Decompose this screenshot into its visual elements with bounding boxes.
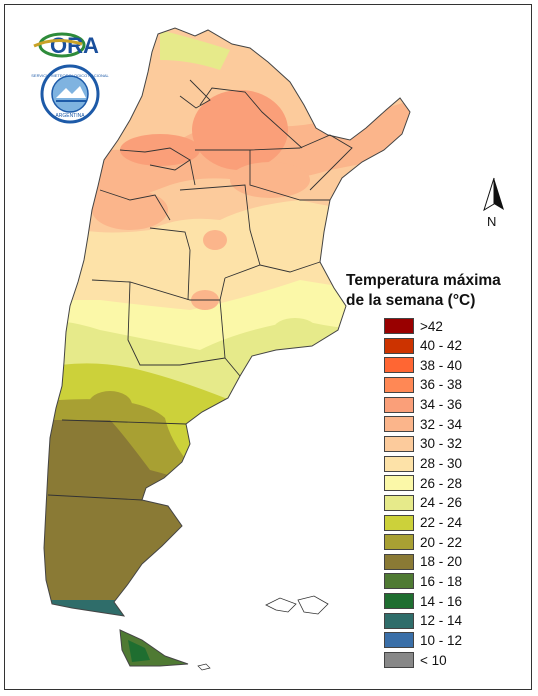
legend-swatch — [384, 494, 414, 511]
boundary-mendoza-lapampa — [91, 277, 226, 301]
hotspot-santa-fe — [230, 162, 310, 198]
north-arrow-left-half — [494, 178, 504, 210]
seal-outer-text: SERVICIO METEOROLOGICO NACIONAL — [31, 73, 109, 78]
legend-item: 20 - 22 — [384, 534, 463, 551]
legend-title-line2: de la semana (°C) — [346, 292, 476, 309]
north-arrow — [483, 177, 504, 212]
legend-range-label: >42 — [420, 318, 443, 334]
legend-range-label: 12 - 14 — [420, 613, 463, 629]
boundary-la-rioja — [99, 189, 171, 221]
legend-item: < 10 — [384, 652, 447, 669]
legend-item: 26 - 28 — [384, 475, 463, 492]
ora-logo-text: ORA — [50, 33, 99, 58]
legend-item: 30 - 32 — [384, 435, 463, 452]
legend-range-label: 32 - 34 — [420, 416, 463, 432]
legend-range-label: 34 - 36 — [420, 397, 463, 413]
legend-item: >42 — [384, 318, 443, 334]
argentina-outline — [43, 27, 411, 617]
legend-range-label: 28 - 30 — [420, 456, 463, 472]
legend-swatch — [384, 553, 414, 570]
boundary-santafe-entrerios — [249, 150, 330, 201]
legend-item: 24 - 26 — [384, 494, 463, 511]
legend-range-label: 20 - 22 — [420, 534, 463, 550]
seal-bottom-text: ARGENTINA — [55, 113, 85, 119]
legend-range-label: 38 - 40 — [420, 357, 463, 373]
legend-item: 22 - 24 — [384, 514, 463, 531]
legend-range-label: 18 - 20 — [420, 554, 463, 570]
legend-swatch — [384, 612, 414, 629]
malvinas-east — [297, 595, 329, 615]
malvinas-west — [265, 597, 297, 613]
zone-12-14-south — [44, 600, 410, 616]
legend-range-label: 10 - 12 — [420, 632, 463, 648]
isla-estados — [197, 663, 211, 671]
boundary-sanluis — [149, 227, 191, 301]
legend-swatch — [384, 416, 414, 433]
boundary-lapampa-bsas — [219, 299, 241, 377]
hotspot-la-rioja — [92, 190, 168, 230]
legend-swatch — [384, 652, 414, 669]
legend-item: 16 - 18 — [384, 573, 463, 590]
seal-mountain-icon — [56, 86, 86, 98]
legend-item: 34 - 36 — [384, 396, 463, 413]
legend-range-label: 26 - 28 — [420, 475, 463, 491]
legend-swatch — [384, 573, 414, 590]
smn-seal-logo: SERVICIO METEOROLOGICO NACIONAL ARGENTIN… — [31, 64, 110, 124]
north-arrow-right-half — [483, 177, 495, 212]
legend-swatch — [384, 376, 414, 393]
legend-swatch — [384, 534, 414, 551]
boundary-catamarca — [119, 147, 191, 161]
boundary-buenos-aires-north — [224, 261, 321, 279]
legend-item: 14 - 16 — [384, 593, 463, 610]
legend-item: 36 - 38 — [384, 376, 463, 393]
legend-swatch — [384, 514, 414, 531]
legend-item: 32 - 34 — [384, 416, 463, 433]
south-small-islands — [197, 663, 211, 671]
legend-swatch — [384, 455, 414, 472]
legend-range-label: 30 - 32 — [420, 436, 463, 452]
malvinas-islands — [265, 595, 329, 615]
legend-item: 18 - 20 — [384, 553, 463, 570]
legend-swatch — [384, 357, 414, 374]
ora-logo-swoosh — [33, 39, 83, 48]
legend-swatch — [384, 435, 414, 452]
legend-swatch — [384, 396, 414, 413]
legend-item: 28 - 30 — [384, 455, 463, 472]
boundary-salta-formosa — [199, 87, 303, 149]
cool-spot-chubut — [88, 391, 132, 419]
legend-swatch — [384, 475, 414, 492]
legend-swatch — [384, 632, 414, 649]
legend-title-line1: Temperatura máxima — [346, 272, 501, 289]
legend-item: 40 - 42 — [384, 337, 463, 354]
legend-range-label: 36 - 38 — [420, 377, 463, 393]
province-boundaries — [47, 79, 353, 501]
cool-spot-buenos-aires — [273, 318, 317, 342]
legend-swatch — [384, 593, 414, 610]
hotspot-cordoba — [203, 230, 227, 250]
legend-item: 12 - 14 — [384, 612, 463, 629]
boundary-rionegro-chubut — [61, 419, 187, 425]
boundary-santiago-cordoba — [179, 184, 261, 266]
legend-range-label: 14 - 16 — [420, 593, 463, 609]
legend-range-label: 40 - 42 — [420, 338, 463, 354]
legend-range-label: 16 - 18 — [420, 573, 463, 589]
legend-swatch — [384, 337, 414, 354]
legend-item: 38 - 40 — [384, 357, 463, 374]
boundary-tucuman — [149, 159, 196, 186]
legend-range-label: 22 - 24 — [420, 515, 463, 530]
boundary-chubut-santacruz — [47, 494, 143, 501]
tierra-del-fuego-cool-zone — [128, 640, 150, 662]
zone-24-26-puna — [160, 30, 230, 70]
north-arrow-label: N — [487, 214, 497, 229]
boundary-jujuy-salta — [179, 79, 211, 109]
boundary-neuquen-rionegro — [127, 281, 226, 366]
tierra-del-fuego — [119, 629, 189, 667]
boundary-corrientes-misiones — [299, 134, 353, 191]
legend-swatch — [384, 318, 414, 334]
legend-item: 10 - 12 — [384, 632, 463, 649]
legend-range-label: 24 - 26 — [420, 495, 463, 511]
legend-range-label: < 10 — [420, 652, 447, 668]
ora-logo: ORA — [33, 32, 99, 58]
